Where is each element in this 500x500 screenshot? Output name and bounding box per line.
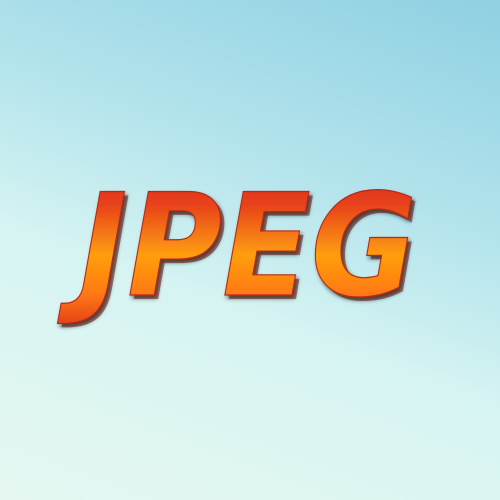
logo-text-shadow: JPEG: [61, 168, 421, 333]
logo-text: JPEG: [57, 164, 417, 329]
